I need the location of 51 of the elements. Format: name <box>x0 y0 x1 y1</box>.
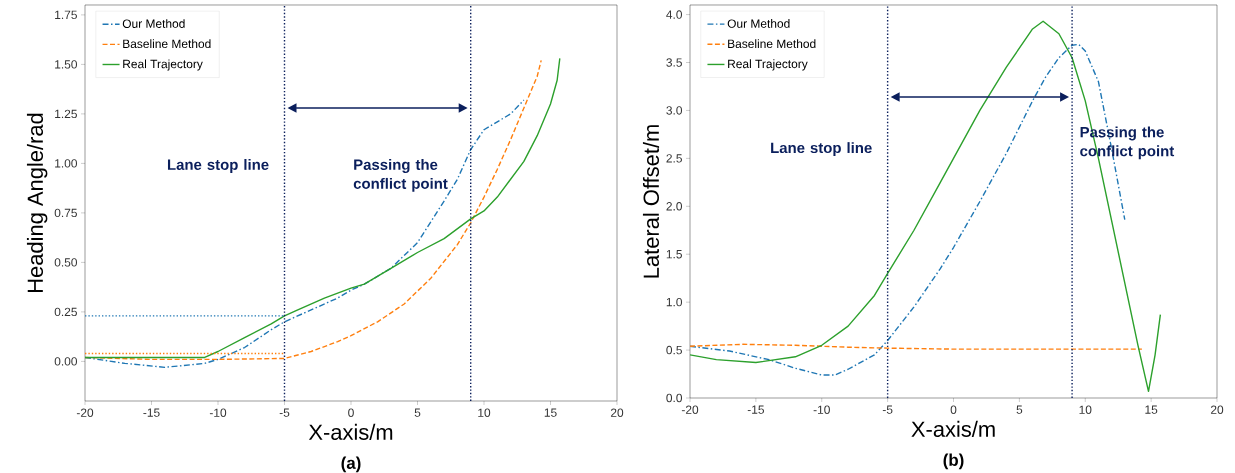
y-axis-title: Heading Angle/rad <box>26 113 48 292</box>
y-tick-label: 2.0 <box>666 202 683 211</box>
x-tick-label: 0 <box>348 408 354 417</box>
y-tick-label: 0.25 <box>54 307 77 317</box>
ref-line-label: Lane stop line <box>771 142 872 157</box>
y-tick-label: 0.5 <box>666 345 682 355</box>
y-tick-label: 1.50 <box>55 60 78 69</box>
y-tick-label: 3.5 <box>666 58 682 67</box>
x-tick-label: 15 <box>544 408 557 417</box>
legend-label: Baseline Method <box>123 39 211 49</box>
legend-label: Real Trajectory <box>123 59 203 71</box>
y-tick-label: 1.0 <box>666 297 683 307</box>
ref-line-label: Passing the conflict point <box>353 159 448 192</box>
y-tick-label: 0.75 <box>54 208 77 218</box>
y-tick-label: 0.50 <box>54 258 78 267</box>
y-axis-title: Lateral Offset/m <box>642 125 660 278</box>
line-series <box>85 99 525 369</box>
x-tick-label: 15 <box>1145 405 1158 414</box>
x-tick-label: -5 <box>279 408 290 417</box>
y-tick-label: 2.5 <box>666 154 682 163</box>
legend-label: Real Trajectory <box>728 59 808 71</box>
x-axis-title: X-axis/m <box>308 423 393 440</box>
x-tick-label: 20 <box>610 408 624 417</box>
legend-label: Baseline Method <box>728 39 816 48</box>
text: (a) <box>341 456 361 473</box>
x-tick-label: -15 <box>143 408 160 417</box>
x-tick-label: 5 <box>414 408 421 417</box>
ref-line-label: Lane stop line <box>167 159 269 173</box>
x-tick-label: -15 <box>747 405 765 414</box>
x-tick-label: 10 <box>1079 405 1092 414</box>
text: (b) <box>943 453 964 470</box>
x-tick-label: -10 <box>209 408 227 417</box>
y-tick-label: 1.00 <box>55 159 78 168</box>
y-tick-label: 0.0 <box>666 393 683 403</box>
x-tick-label: 20 <box>1210 405 1224 414</box>
y-tick-label: 4.0 <box>666 10 683 19</box>
y-tick-label: 1.25 <box>55 109 77 119</box>
x-tick-label: -10 <box>813 405 830 414</box>
y-tick-label: 1.75 <box>55 10 77 20</box>
y-tick-label: 1.5 <box>666 250 682 259</box>
y-tick-label: 0.00 <box>54 357 78 366</box>
x-tick-label: 0 <box>950 405 957 414</box>
x-tick-label: 10 <box>478 408 491 417</box>
x-tick-label: -5 <box>882 405 893 414</box>
x-tick-label: -20 <box>681 405 699 414</box>
x-axis-title: X-axis/m <box>911 420 995 437</box>
x-tick-label: -20 <box>76 408 94 417</box>
legend-label: Our Method <box>122 19 185 28</box>
y-tick-label: 3.0 <box>666 106 683 115</box>
legend-label: Our Method <box>727 19 790 28</box>
x-tick-label: 5 <box>1016 405 1023 414</box>
